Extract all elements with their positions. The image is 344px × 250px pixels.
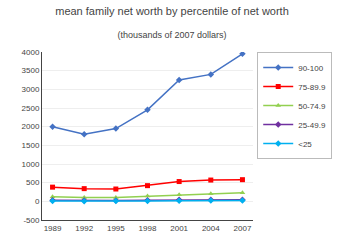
svg-text:2007: 2007 — [234, 224, 252, 233]
svg-text:1989: 1989 — [44, 224, 62, 233]
svg-text:1995: 1995 — [107, 224, 125, 233]
svg-text:500: 500 — [26, 178, 40, 187]
svg-text:2001: 2001 — [170, 224, 188, 233]
svg-text:1992: 1992 — [75, 224, 93, 233]
svg-text:90-100: 90-100 — [298, 64, 323, 73]
svg-text:2004: 2004 — [202, 224, 220, 233]
svg-text:25-49.9: 25-49.9 — [298, 121, 326, 130]
svg-text:3000: 3000 — [22, 85, 40, 94]
svg-text:-500: -500 — [23, 216, 40, 225]
svg-text:mean family net worth by perce: mean family net worth by percentile of n… — [55, 5, 289, 17]
svg-text:1998: 1998 — [139, 224, 157, 233]
svg-text:75-89.9: 75-89.9 — [298, 83, 326, 92]
svg-text:0: 0 — [35, 197, 40, 206]
svg-text:<25: <25 — [298, 140, 312, 149]
svg-text:1000: 1000 — [22, 160, 40, 169]
svg-text:50-74.9: 50-74.9 — [298, 102, 326, 111]
svg-text:2500: 2500 — [22, 104, 40, 113]
svg-text:4000: 4000 — [22, 48, 40, 57]
svg-text:1500: 1500 — [22, 141, 40, 150]
svg-text:2000: 2000 — [22, 122, 40, 131]
svg-text:(thousands of 2007 dollars): (thousands of 2007 dollars) — [117, 30, 226, 40]
svg-text:3500: 3500 — [22, 66, 40, 75]
